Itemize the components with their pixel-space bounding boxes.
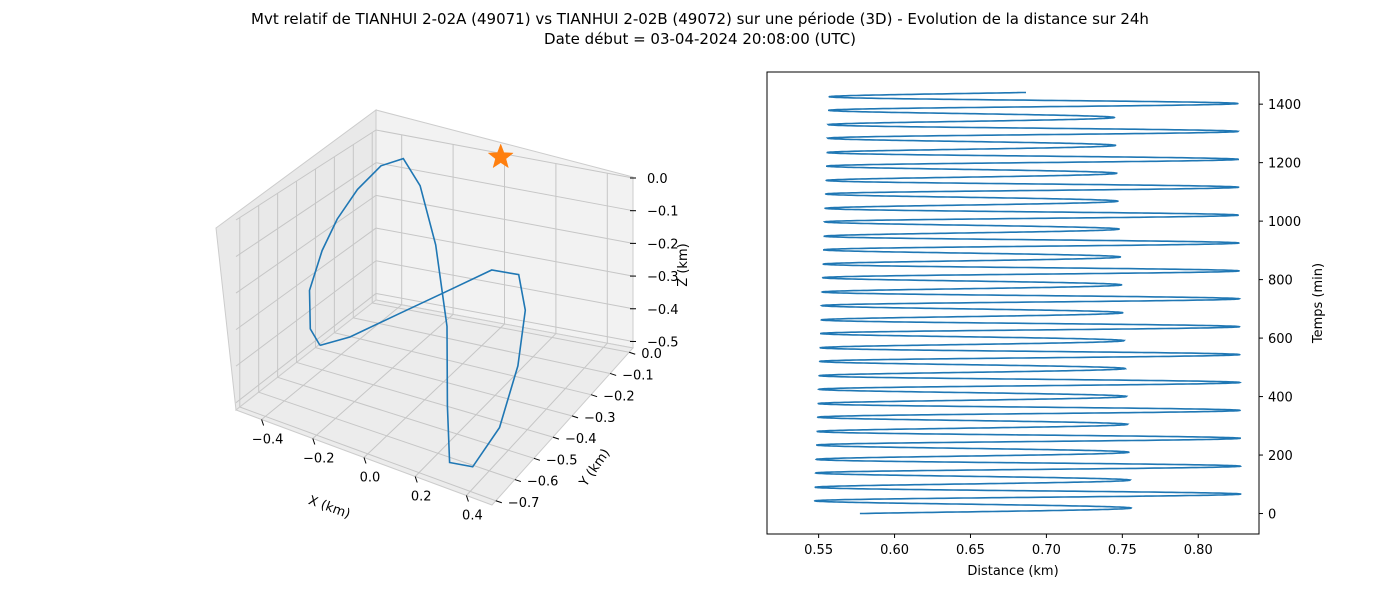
figure-subtitle: Date début = 03-04-2024 20:08:00 (UTC) [544, 30, 856, 48]
x-tick-mark [414, 476, 418, 483]
figure-title: Mvt relatif de TIANHUI 2-02A (49071) vs … [251, 10, 1149, 28]
y-tick-label: 1400 [1268, 98, 1301, 113]
y-tick-label: 0 [1268, 508, 1276, 523]
distance-series-line [813, 91, 1242, 515]
y-tick-mark [590, 394, 598, 398]
x-tick-mark [261, 419, 265, 426]
y-tick-label: −0.4 [565, 432, 597, 447]
y-tick-label: 1200 [1268, 157, 1301, 172]
z-gridline [235, 260, 634, 367]
x-tick-label: 0.75 [1108, 543, 1137, 558]
x-tick-label: 0.2 [411, 490, 432, 505]
x-tick-mark [312, 438, 316, 445]
y-tick-label: 1000 [1268, 215, 1301, 230]
y-tick-label: −0.2 [603, 390, 635, 405]
2d-y-axis-label: Temps (min) [1311, 263, 1326, 344]
y-gridline [314, 168, 573, 417]
y-tick-label: 200 [1268, 449, 1293, 464]
z-tick-label: −0.2 [647, 237, 679, 252]
z-gridline [235, 194, 634, 294]
relative-motion-curve [308, 157, 527, 468]
y-tick-label: −0.1 [622, 368, 654, 383]
x-tick-label: 0.55 [804, 543, 833, 558]
y-tick-label: 400 [1268, 391, 1293, 406]
2d-plot-area [813, 91, 1242, 515]
y-tick-label: −0.6 [527, 475, 559, 490]
y-tick-label: 0.0 [641, 347, 662, 362]
y-tick-label: 800 [1268, 274, 1293, 289]
x-tick-label: 0.70 [1032, 543, 1061, 558]
3d-z-axis-label: Z (km) [676, 243, 691, 286]
x-tick-label: 0.80 [1184, 543, 1213, 558]
y-tick-mark [629, 351, 636, 355]
z-gridline [235, 292, 634, 404]
3d-plot-area [308, 143, 527, 468]
y-tick-mark [514, 479, 522, 483]
y-tick-label: 600 [1268, 332, 1293, 347]
y-tick-label: −0.3 [584, 411, 616, 426]
origin-star-marker [487, 143, 514, 169]
y-gridline [371, 132, 630, 353]
y-gridline [296, 181, 554, 438]
3d-gridlines [235, 129, 634, 502]
x-tick-label: −0.2 [303, 452, 335, 467]
x-tick-label: 0.0 [360, 471, 381, 486]
z-tick-label: −0.1 [647, 205, 679, 220]
2d-x-axis-label: Distance (km) [967, 564, 1058, 579]
y-tick-mark [609, 372, 617, 376]
2d-ticks: 0.55 0.60 0.65 0.70 0.75 0.80 0 200 400 600 800 100… [804, 98, 1301, 558]
3d-y-axis-label: Y (km) [576, 446, 613, 490]
y-tick-mark [495, 500, 502, 504]
z-tick-label: 0.0 [647, 172, 668, 187]
x-tick-label: 0.65 [956, 543, 985, 558]
x-gridline [466, 173, 608, 496]
z-tick-label: −0.3 [647, 270, 679, 285]
x-gridline [312, 144, 454, 439]
z-gridline [235, 129, 634, 221]
z-gridline [235, 162, 634, 257]
y-tick-label: −0.7 [508, 496, 540, 511]
y-gridline [258, 205, 516, 481]
x-tick-mark [363, 457, 367, 464]
x-tick-label: −0.4 [252, 433, 284, 448]
x-gridline [363, 154, 505, 458]
x-gridline [414, 163, 557, 477]
y-gridline [352, 144, 611, 374]
x-tick-label: 0.60 [880, 543, 909, 558]
z-tick-label: −0.4 [647, 303, 679, 318]
3d-x-axis-label: X (km) [306, 493, 352, 522]
z-gridline [235, 227, 634, 331]
x-tick-label: 0.4 [462, 509, 483, 524]
y-gridline [239, 217, 496, 502]
y-tick-mark [552, 436, 560, 440]
y-tick-mark [533, 457, 541, 461]
x-tick-mark [465, 495, 469, 502]
z-tick-label: −0.5 [647, 335, 679, 350]
y-gridline [333, 156, 592, 396]
y-tick-mark [571, 415, 579, 419]
x-gridline [261, 134, 403, 420]
3d-tick-labels: −0.4 −0.2 0.0 0.2 0.4 0.0 −0.1 −0.2 −0.3 −0.4 −0.5… [252, 172, 679, 524]
y-tick-label: −0.5 [546, 453, 578, 468]
